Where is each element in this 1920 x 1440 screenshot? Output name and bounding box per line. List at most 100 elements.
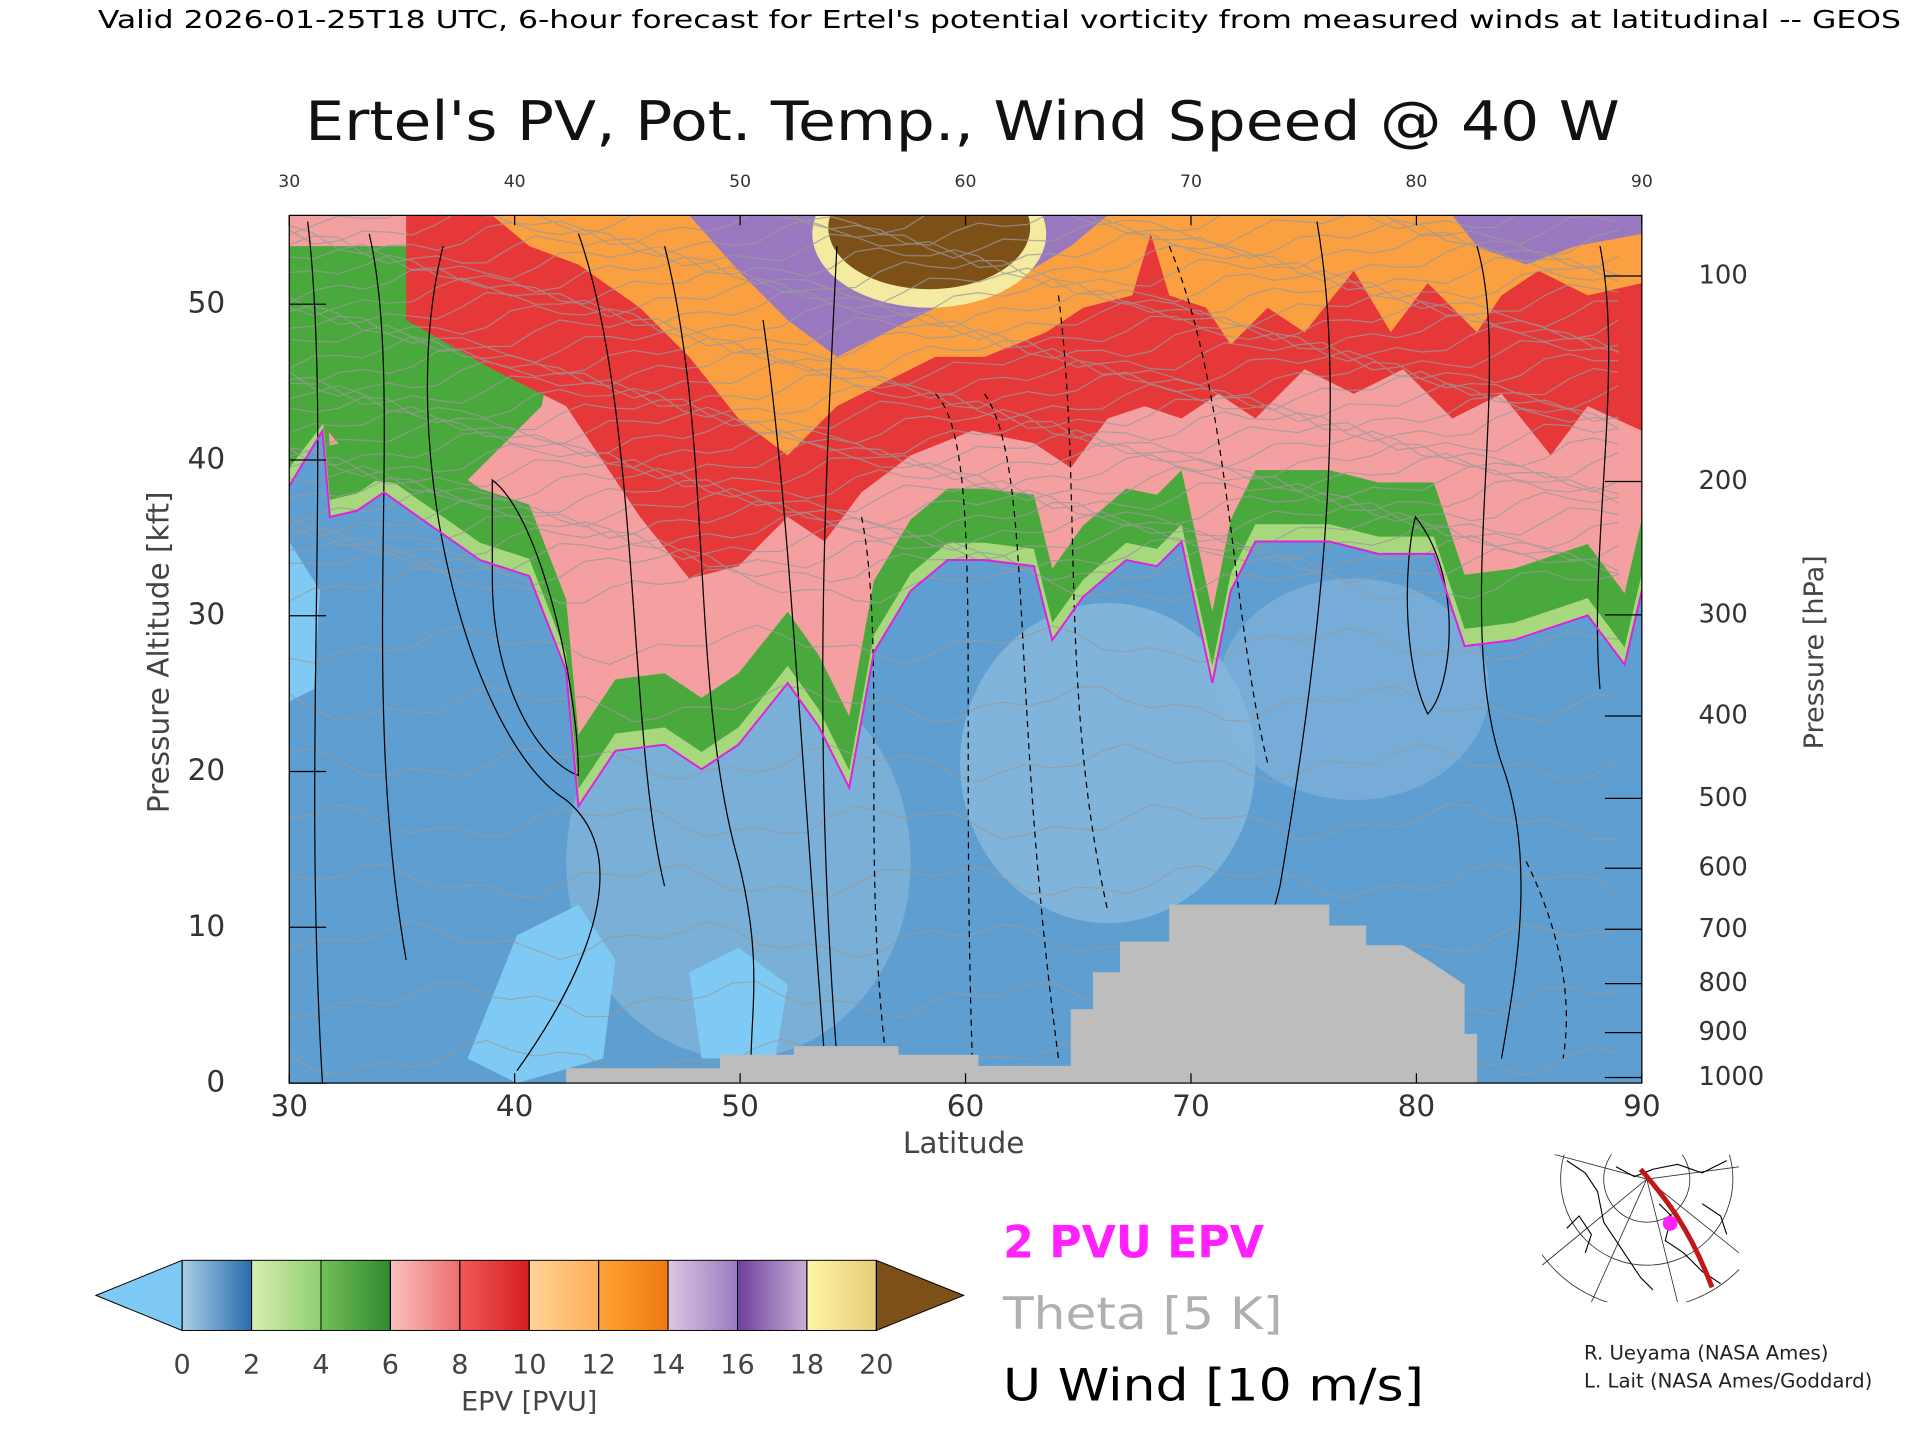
map-meridian (1646, 1178, 1740, 1254)
theta-contour (289, 300, 1619, 341)
theta-contour (289, 347, 1619, 387)
wind-contour (860, 516, 887, 1059)
x-tick-label-top: 90 (1631, 172, 1653, 192)
theta-contour (289, 685, 1619, 723)
map-section-line (1638, 1167, 1715, 1289)
x-tick-label: 90 (1623, 1089, 1661, 1123)
colorbar-label: EPV [PVU] (461, 1387, 597, 1418)
colorbar-over (875, 1259, 966, 1332)
x-tick-label-top: 30 (278, 172, 300, 192)
y2-tick-label: 600 (1698, 853, 1747, 883)
wind-contour (664, 246, 755, 1071)
x-axis-label: Latitude (903, 1126, 1024, 1160)
wind-contour (577, 233, 666, 887)
y-tick-label: 10 (188, 909, 226, 943)
theta-contour (289, 417, 1619, 458)
colorbar-cell (181, 1259, 253, 1331)
wind-contour (1406, 515, 1450, 715)
x-tick-label-top: 70 (1180, 172, 1202, 192)
x-tick-label: 50 (721, 1089, 759, 1123)
theta-contour (289, 803, 1619, 841)
terrain (566, 904, 1477, 1084)
colorbar-tick-label: 10 (512, 1350, 546, 1381)
map-latitude (1560, 1154, 1734, 1266)
colorbar-tick-label: 2 (243, 1350, 260, 1381)
theta-contour (289, 231, 1619, 270)
theta-contour (289, 441, 1619, 481)
theta-contour (289, 862, 1619, 900)
y2-tick-label: 1000 (1698, 1062, 1764, 1092)
legend-entry: 2 PVU EPV (1003, 1218, 1265, 1269)
y2-tick-label: 500 (1698, 783, 1747, 813)
colorbar-cell (736, 1259, 808, 1331)
x-tick-label-top: 40 (504, 172, 526, 192)
colorbar-cell (806, 1259, 877, 1331)
theta-contour (289, 382, 1619, 423)
field-patch (960, 603, 1256, 924)
theta-contour (289, 742, 1619, 784)
colorbar-cell (459, 1259, 530, 1331)
field-patch (689, 947, 788, 1059)
theta-contour (289, 313, 1619, 352)
theta-contour (289, 266, 1619, 305)
theta-contour (289, 624, 1619, 666)
y2-tick-label: 200 (1698, 466, 1747, 496)
x-tick-label: 70 (1172, 1089, 1210, 1123)
map-marker (1662, 1216, 1678, 1231)
theta-contour (289, 215, 1517, 236)
theta-contour (289, 452, 1619, 493)
wind-contour (307, 221, 324, 1084)
x-tick-label-top: 50 (729, 172, 751, 192)
map-latitude (1603, 1154, 1691, 1223)
y-tick-label: 40 (188, 441, 226, 475)
x-tick-label: 30 (270, 1089, 308, 1123)
map-coastline (1566, 1160, 1728, 1291)
colorbar-cell (598, 1259, 669, 1331)
y2-tick-label: 400 (1698, 701, 1747, 731)
colorbar-tick-label: 12 (581, 1350, 615, 1381)
x-tick-label: 60 (947, 1089, 985, 1123)
theta-contour (289, 242, 1619, 283)
map-meridian (1646, 1178, 1678, 1303)
theta-contour (289, 510, 1619, 552)
colorbar-under (94, 1259, 183, 1332)
theta-contour (289, 335, 1619, 376)
theta-contour (289, 370, 1619, 411)
wind-contour (934, 393, 973, 1059)
legend-entry: U Wind [10 m/s] (1003, 1360, 1424, 1411)
x-tick-label: 80 (1398, 1089, 1436, 1123)
colorbar-cell (320, 1259, 391, 1331)
colorbar-tick-label: 18 (790, 1350, 824, 1381)
y2-axis-label: Pressure [hPa] (1799, 555, 1830, 749)
theta-contour (289, 289, 1619, 329)
theta-contour (289, 487, 1619, 528)
theta-contour (289, 396, 1619, 431)
y-tick-label: 30 (188, 597, 226, 631)
colorbar-cell (667, 1259, 738, 1331)
x-tick-label-top: 60 (955, 172, 977, 192)
colorbar-tick-label: 4 (312, 1350, 329, 1381)
theta-contour (289, 254, 1619, 293)
credit: L. Lait (NASA Ames/Goddard) (1584, 1370, 1872, 1393)
theta-contour (289, 405, 1619, 446)
wind-contour (491, 478, 580, 777)
header: Valid 2026-01-25T18 UTC, 6-hour forecast… (98, 5, 1901, 34)
theta-contour (289, 215, 1619, 246)
x-tick-label-top: 80 (1405, 172, 1427, 192)
y2-tick-label: 800 (1698, 968, 1747, 998)
y-tick-label: 0 (206, 1065, 225, 1099)
x-tick-label: 40 (496, 1089, 534, 1123)
field (289, 215, 1642, 1084)
theta-contour (289, 567, 1619, 604)
theta-contour (289, 429, 1619, 470)
y2-tick-label: 100 (1698, 260, 1747, 290)
theta-contour (289, 324, 1619, 363)
field-patch (467, 904, 616, 1084)
wind-contours-negative (860, 245, 1567, 1059)
legend-entry: Theta [5 K] (1002, 1289, 1283, 1340)
map-grid (1542, 1154, 1740, 1303)
chart-title: Ertel's PV, Pot. Temp., Wind Speed @ 40 … (305, 90, 1619, 153)
colorbar-tick-label: 14 (651, 1350, 685, 1381)
